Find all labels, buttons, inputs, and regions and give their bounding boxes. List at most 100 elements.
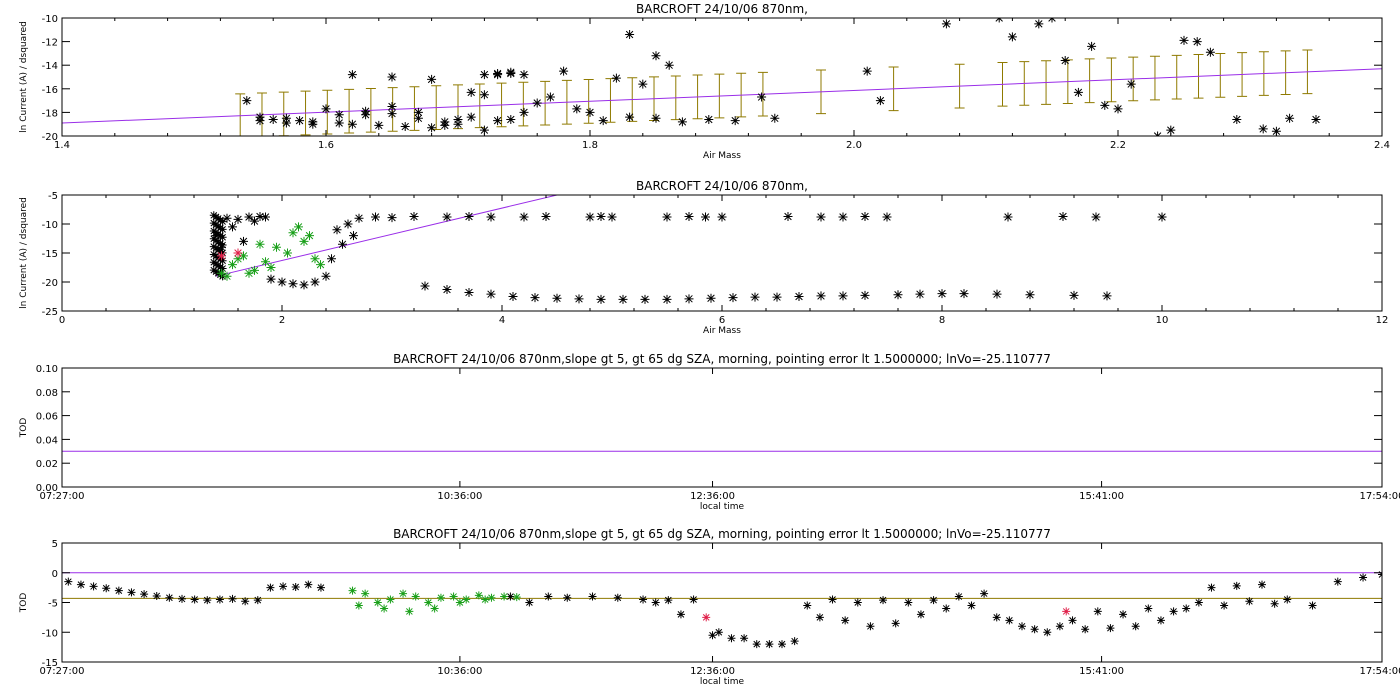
- data-point: [740, 634, 749, 643]
- data-point-green: [283, 248, 292, 258]
- data-point: [361, 110, 371, 120]
- data-point: [387, 102, 397, 111]
- data-point: [152, 591, 161, 600]
- data-point: [1131, 622, 1140, 631]
- data-point: [218, 256, 227, 265]
- x-tick-label: 8: [939, 315, 945, 326]
- axes-frame: [61, 17, 1383, 137]
- data-point: [552, 293, 562, 303]
- data-point: [281, 118, 291, 128]
- data-point: [708, 631, 717, 640]
- data-point-green: [361, 589, 370, 598]
- data-point: [613, 593, 622, 602]
- data-point: [1102, 291, 1112, 301]
- data-point: [228, 594, 237, 603]
- data-point: [828, 595, 837, 604]
- data-point: [1126, 79, 1136, 89]
- data-point: [638, 79, 648, 89]
- data-point: [228, 222, 237, 232]
- data-point: [532, 98, 542, 108]
- data-point: [114, 586, 123, 595]
- data-point: [327, 254, 336, 264]
- y-tick-label: -5: [48, 599, 58, 610]
- data-point: [387, 109, 397, 119]
- data-point: [486, 289, 496, 299]
- data-point: [664, 60, 674, 70]
- data-point: [349, 231, 358, 241]
- y-tick-label: 0.08: [36, 388, 58, 399]
- data-point: [255, 112, 265, 122]
- data-point-red: [702, 613, 711, 622]
- data-point: [1179, 35, 1189, 45]
- data-point: [701, 212, 710, 222]
- data-point: [574, 294, 584, 304]
- data-point: [585, 212, 595, 222]
- data-point: [882, 212, 892, 222]
- data-point: [288, 279, 298, 289]
- data-point-green: [373, 598, 382, 607]
- x-tick-label: 0: [59, 315, 65, 326]
- data-point: [479, 90, 489, 100]
- x-tick-label: 17:54:00: [1360, 491, 1400, 502]
- data-point-green: [500, 592, 509, 601]
- data-point: [332, 225, 342, 235]
- data-point: [334, 110, 344, 120]
- data-point: [371, 212, 380, 222]
- data-point: [765, 640, 774, 649]
- data-point: [420, 281, 430, 291]
- data-point: [250, 216, 259, 226]
- data-point: [233, 214, 243, 224]
- y-axis-label: TOD: [19, 418, 29, 439]
- data-point: [218, 225, 227, 234]
- data-point: [1113, 104, 1123, 114]
- data-point-green: [512, 593, 521, 602]
- data-point: [803, 601, 812, 610]
- x-tick-label: 6: [719, 315, 725, 326]
- data-point: [893, 290, 903, 300]
- data-point: [1003, 212, 1013, 222]
- data-point: [1359, 573, 1368, 582]
- data-point: [89, 582, 98, 591]
- y-tick-label: 0.06: [36, 412, 58, 423]
- data-point: [1156, 616, 1165, 625]
- data-point: [409, 211, 419, 221]
- x-tick-label: 12: [1376, 315, 1389, 326]
- data-point: [215, 595, 224, 604]
- data-point-green: [266, 263, 276, 272]
- data-point: [706, 293, 716, 303]
- data-point: [506, 67, 516, 77]
- data-point: [596, 294, 606, 304]
- data-point: [618, 294, 628, 304]
- data-point: [750, 292, 760, 302]
- plot-area: [62, 570, 1382, 649]
- data-point: [1207, 583, 1216, 592]
- data-point: [217, 242, 226, 252]
- x-tick-label: 07:27:00: [40, 491, 85, 502]
- x-tick-label: 10: [1156, 315, 1169, 326]
- data-point: [506, 114, 516, 124]
- data-point: [862, 66, 872, 76]
- x-tick-label: 15:41:00: [1079, 666, 1124, 677]
- data-point: [1100, 100, 1110, 110]
- data-point-green: [386, 595, 395, 604]
- data-point: [413, 113, 423, 123]
- data-point: [684, 211, 694, 221]
- data-point: [453, 119, 463, 129]
- data-point: [860, 211, 870, 221]
- data-point: [853, 598, 862, 607]
- data-point: [607, 212, 617, 222]
- y-tick-label: -12: [42, 38, 58, 49]
- y-tick-label: -15: [42, 249, 58, 260]
- x-tick-label: 1.4: [54, 140, 70, 151]
- data-point: [440, 120, 450, 130]
- data-point: [559, 66, 569, 76]
- data-point: [545, 92, 555, 102]
- data-point: [1091, 212, 1101, 222]
- data-point: [714, 628, 723, 637]
- x-tick-label: 1.8: [582, 140, 598, 151]
- data-point: [684, 294, 694, 304]
- y-tick-label: 5: [52, 539, 58, 550]
- data-point: [1087, 41, 1097, 51]
- data-point: [752, 640, 761, 649]
- x-tick-label: 2.4: [1374, 140, 1390, 151]
